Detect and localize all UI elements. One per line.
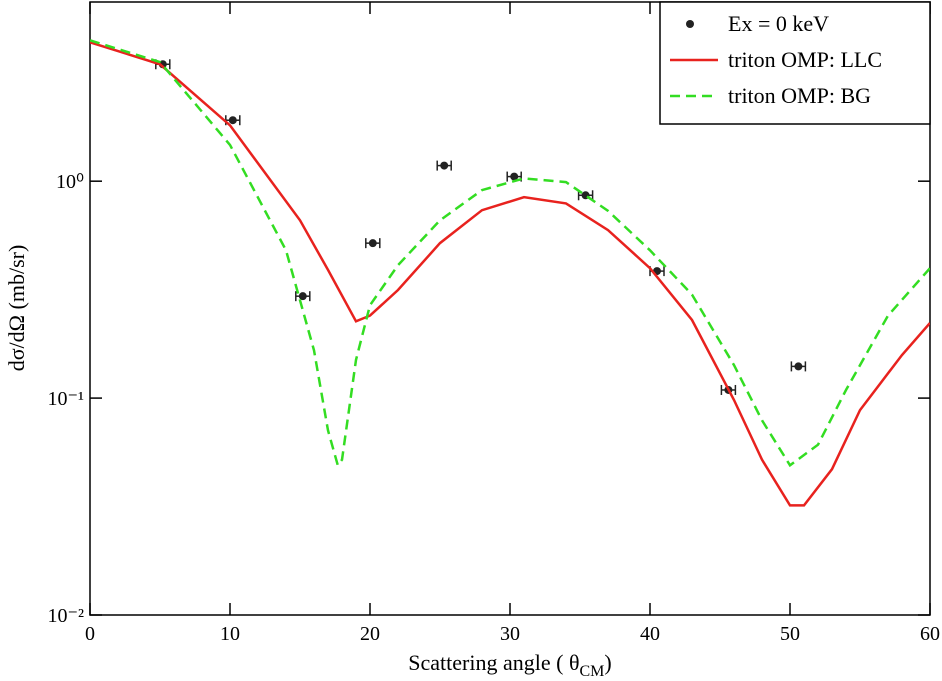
x-tick-label: 10 xyxy=(220,623,240,645)
y-tick-label: 10⁰ xyxy=(56,171,84,193)
curve xyxy=(90,41,930,507)
curve xyxy=(90,39,930,469)
legend-marker xyxy=(686,20,694,28)
data-point xyxy=(228,116,237,125)
y-axis-label: dσ/dΩ (mb/sr) xyxy=(4,245,29,372)
legend-label: triton OMP: BG xyxy=(728,83,871,108)
x-tick-label: 40 xyxy=(640,623,660,645)
data-point xyxy=(510,172,519,181)
data-point xyxy=(794,362,803,371)
data-point xyxy=(298,292,307,301)
x-axis-label: Scattering angle ( θCM) xyxy=(408,650,611,680)
legend-label: Ex = 0 keV xyxy=(728,11,829,36)
data-point xyxy=(440,161,449,170)
y-tick-label: 10⁻¹ xyxy=(47,388,84,410)
y-tick-label: 10⁻² xyxy=(47,605,84,627)
x-tick-label: 20 xyxy=(360,623,380,645)
x-tick-label: 60 xyxy=(920,623,940,645)
x-tick-label: 30 xyxy=(500,623,520,645)
data-point xyxy=(368,239,377,248)
x-tick-label: 0 xyxy=(85,623,95,645)
legend-label: triton OMP: LLC xyxy=(728,47,882,72)
x-tick-label: 50 xyxy=(780,623,800,645)
legend-box xyxy=(659,1,931,125)
